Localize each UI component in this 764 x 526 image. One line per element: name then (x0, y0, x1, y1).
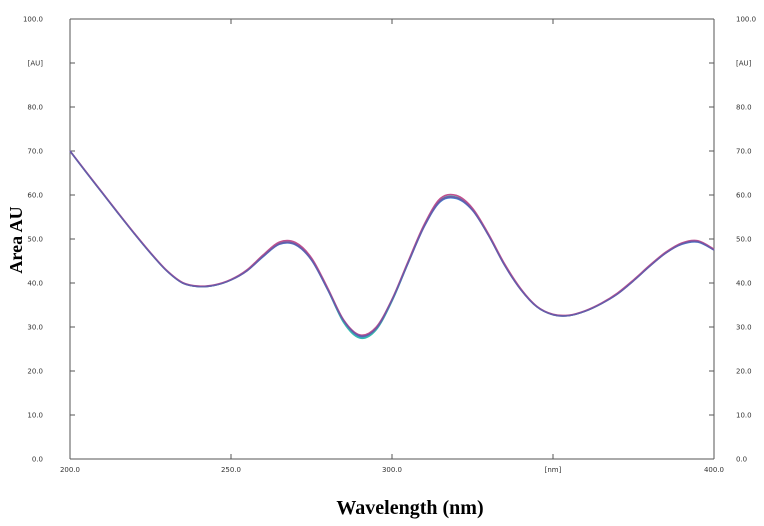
y-tick-label-left: 50.0 (27, 236, 43, 244)
x-tick-label: 400.0 (704, 466, 724, 474)
y-tick-label-left: 60.0 (27, 192, 43, 200)
x-axis-title: Wavelength (nm) (336, 497, 483, 519)
x-tick-label: 200.0 (60, 466, 80, 474)
axis-ticks: 200.0 250.0 300.0 [nm] 400.0 0.0 10.0 20.0 30.0 4… (23, 16, 756, 475)
y-tick-label-right: 50.0 (736, 236, 752, 244)
y-tick-label-left: 80.0 (27, 104, 43, 112)
y-tick-label-left: 30.0 (27, 324, 43, 332)
y-tick-label-right: 10.0 (736, 412, 752, 420)
x-tick-label: 300.0 (382, 466, 402, 474)
x-tick-label: 250.0 (221, 466, 241, 474)
y-tick-label-right: 80.0 (736, 104, 752, 112)
y-tick-label-right: 60.0 (736, 192, 752, 200)
y-tick-label-right: 0.0 (736, 456, 747, 464)
y-tick-label-left: 10.0 (27, 412, 43, 420)
series-line-1 (69, 150, 715, 338)
y-tick-label-right: 20.0 (736, 368, 752, 376)
y-tick-label-left: 0.0 (32, 456, 43, 464)
y-axis-title: Area AU (6, 206, 26, 273)
y-tick-label-left: 40.0 (27, 280, 43, 288)
y-tick-label-left: 20.0 (27, 368, 43, 376)
y-tick-label-right: 70.0 (736, 148, 752, 156)
series-line-3 (69, 150, 715, 337)
y-tick-label-left: 70.0 (27, 148, 43, 156)
y-tick-label-right: 100.0 (736, 16, 756, 24)
series-line-4 (69, 150, 715, 337)
y-tick-label-left: 100.0 (23, 16, 43, 24)
y-tick-label-right: 30.0 (736, 324, 752, 332)
plot-frame (69, 18, 715, 460)
y-tick-label-left: [AU] (28, 60, 44, 68)
y-tick-label-right: 40.0 (736, 280, 752, 288)
series-layer (69, 150, 715, 340)
y-tick-label-right: [AU] (736, 60, 752, 68)
x-tick-label: [nm] (545, 466, 562, 474)
series-line-2 (69, 150, 715, 340)
